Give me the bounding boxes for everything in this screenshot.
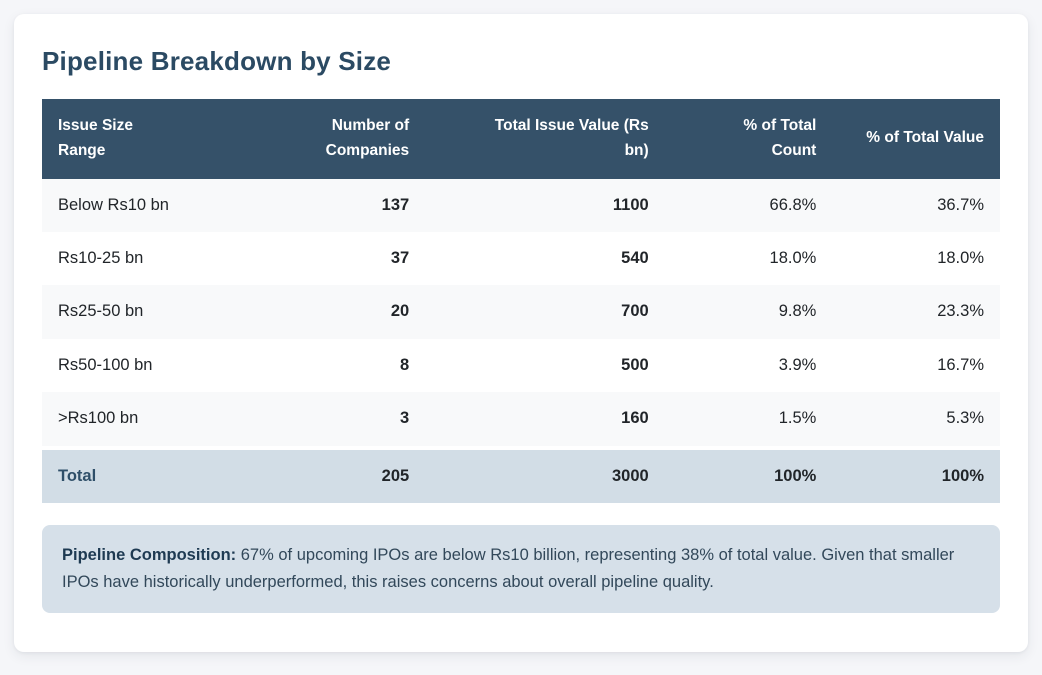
pct-value-cell: 23.3% [937,302,984,321]
table-row: Below Rs10 bn 137 1100 66.8% 36.7% [42,178,1000,233]
companies-count-cell: 37 [390,249,410,268]
issue-value-cell: 540 [621,249,649,268]
issue-value-cell: 700 [621,302,649,321]
pct-value-cell: 16.7% [937,355,984,374]
total-label-cell: Total [58,466,97,485]
pct-value-cell: 18.0% [937,249,984,268]
pipeline-breakdown-card: Pipeline Breakdown by Size Issue Size Ra… [14,14,1028,652]
total-value-cell: 3000 [611,466,649,485]
companies-count-cell: 20 [390,302,410,321]
issue-size-range-cell: Rs10-25 bn [58,249,144,268]
note-label: Pipeline Composition: [62,546,237,565]
companies-count-cell: 8 [400,355,410,374]
table-row: >Rs100 bn 3 160 1.5% 5.3% [42,392,1000,448]
issue-value-cell: 160 [621,409,649,428]
total-companies-cell: 205 [381,466,410,485]
issue-size-range-cell: >Rs100 bn [58,409,139,428]
companies-count-cell: 137 [381,195,410,214]
column-header-issue-size-range: Issue Size Range [42,99,263,179]
table-header-row: Issue Size Range Number of Companies Tot… [42,99,1000,179]
table-body: Below Rs10 bn 137 1100 66.8% 36.7% Rs10-… [42,178,1000,504]
page-title: Pipeline Breakdown by Size [42,46,392,76]
companies-count-cell: 3 [400,409,410,428]
total-pct-count-cell: 100% [774,466,817,485]
total-pct-value-cell: 100% [941,466,984,485]
pct-value-cell: 5.3% [946,409,984,428]
pct-count-cell: 9.8% [778,302,817,321]
issue-size-range-cell: Rs50-100 bn [58,355,153,374]
pipeline-composition-note: Pipeline Composition: 67% of upcoming IP… [42,525,1000,613]
issue-value-cell: 500 [621,355,649,374]
issue-size-range-cell: Below Rs10 bn [58,195,169,214]
column-header-number-of-companies: Number of Companies [262,99,426,179]
column-header-pct-total-value: % of Total Value [832,99,1000,179]
table-row: Rs10-25 bn 37 540 18.0% 18.0% [42,232,1000,286]
table-header: Issue Size Range Number of Companies Tot… [42,99,1000,179]
column-header-pct-total-count: % of Total Count [664,99,833,179]
issue-size-range-cell: Rs25-50 bn [58,302,144,321]
pct-count-cell: 1.5% [778,409,817,428]
pct-count-cell: 18.0% [769,249,817,268]
pct-value-cell: 36.7% [937,195,984,214]
pct-count-cell: 3.9% [778,355,817,374]
pipeline-breakdown-table: Issue Size Range Number of Companies Tot… [42,99,1000,504]
table-row: Rs25-50 bn 20 700 9.8% 23.3% [42,285,1000,339]
table-total-row: Total 205 3000 100% 100% [42,447,1000,504]
note-text: 67% of upcoming IPOs are below Rs10 bill… [62,546,955,591]
pct-count-cell: 66.8% [769,195,817,214]
issue-value-cell: 1100 [612,195,649,214]
column-header-total-issue-value: Total Issue Value (Rs bn) [425,99,665,179]
table-row: Rs50-100 bn 8 500 3.9% 16.7% [42,338,1000,393]
